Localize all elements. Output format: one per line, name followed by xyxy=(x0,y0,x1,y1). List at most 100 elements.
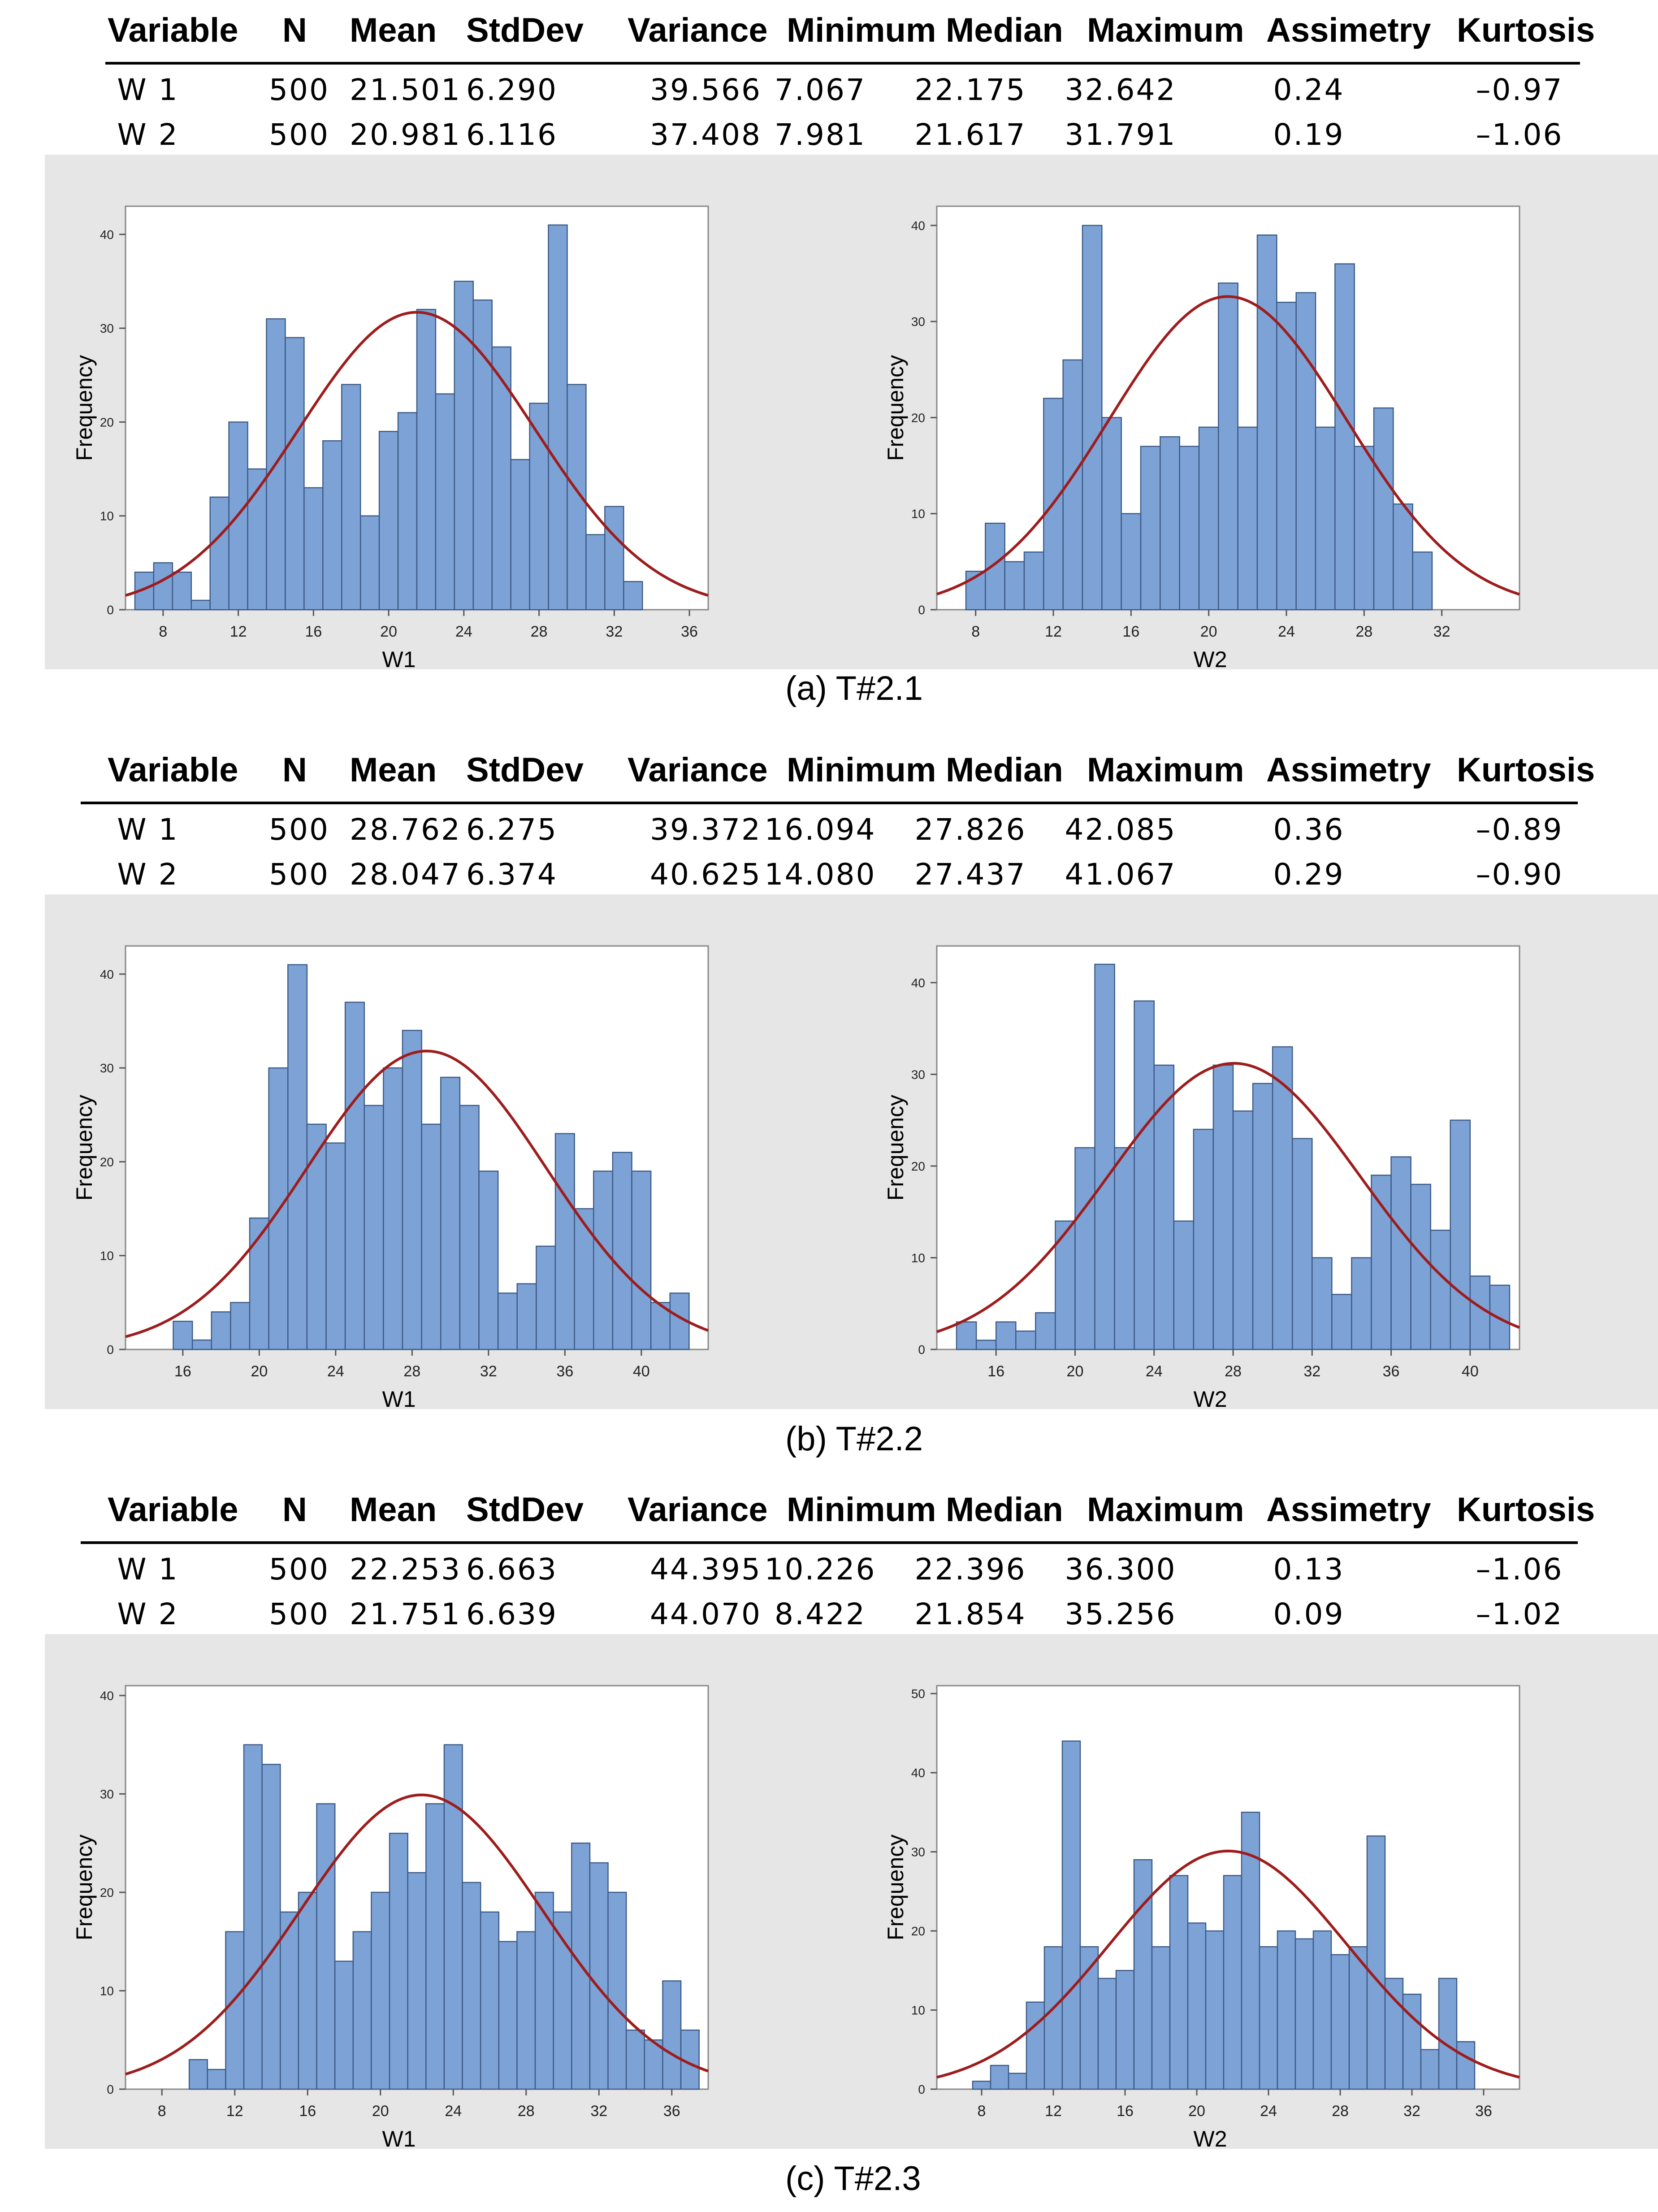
histogram-bar xyxy=(1237,426,1258,611)
histogram-bar xyxy=(462,1882,481,2090)
histogram-bar xyxy=(1179,446,1200,611)
table-cell: 41.067 xyxy=(1065,857,1177,892)
x-tick-label: 40 xyxy=(633,1363,650,1380)
histogram-bar xyxy=(536,1245,556,1350)
y-tick-label: 0 xyxy=(107,2082,114,2096)
table-cell: 28.047 xyxy=(350,857,461,892)
histogram-bar xyxy=(230,1302,251,1350)
histogram-bar xyxy=(1420,2049,1440,2090)
histogram-bar xyxy=(1198,426,1219,611)
histogram-bar xyxy=(1312,1930,1332,2090)
x-tick-label: 32 xyxy=(1403,2103,1420,2120)
histogram-bar xyxy=(985,522,1005,611)
histogram-bar xyxy=(383,1067,403,1350)
figure-caption: (c) T#2.3 xyxy=(785,2160,921,2198)
histogram-bar xyxy=(173,1320,193,1350)
histogram-bar xyxy=(1272,1046,1293,1350)
histogram-bar xyxy=(1074,1147,1095,1350)
table-header-variance: Variance xyxy=(628,11,768,49)
histogram-bar xyxy=(1115,1970,1135,2090)
table-cell: 6.290 xyxy=(466,73,558,107)
histogram-bar xyxy=(1187,1922,1207,2090)
histogram-bar xyxy=(1094,963,1115,1350)
y-tick-label: 0 xyxy=(918,603,925,617)
x-axis-label: W1 xyxy=(382,1387,416,1409)
y-tick-label: 30 xyxy=(911,1067,925,1081)
y-tick-label: 40 xyxy=(100,228,114,242)
x-tick-label: 12 xyxy=(1045,623,1062,640)
histogram-bar xyxy=(589,1862,609,2090)
histogram-bar xyxy=(491,346,511,611)
y-tick-label: 10 xyxy=(911,2004,925,2017)
normal-fit-curve xyxy=(936,1062,1520,1333)
table-cell: 42.085 xyxy=(1065,812,1177,847)
histogram-bar xyxy=(1291,1138,1313,1350)
histogram-bar xyxy=(1140,446,1161,611)
chart-panel-w1: 8 12 16 20 24 28 32 36 0 10 20 30 40 W1 Frequency xyxy=(45,155,859,669)
y-tick-label: 30 xyxy=(100,1061,114,1075)
table-cell: 6.275 xyxy=(466,812,558,847)
y-tick-label: 10 xyxy=(100,1984,114,1998)
histogram-bar xyxy=(225,1931,245,2090)
histogram-bar xyxy=(1008,2073,1027,2090)
y-axis-label: Frequency xyxy=(883,355,908,461)
x-tick-label: 16 xyxy=(1122,623,1139,640)
x-axis-label: W1 xyxy=(382,2126,416,2149)
histogram-chart: 8 12 16 20 24 28 32 36 0 10 20 30 40 W1 Frequency xyxy=(72,1685,709,2149)
histogram-bar xyxy=(472,299,493,611)
histogram-bar xyxy=(344,1002,365,1350)
histogram-bar xyxy=(1348,1946,1368,2090)
histogram-bar xyxy=(593,1171,614,1350)
x-tick-label: 36 xyxy=(1383,1363,1400,1380)
table-cell: 500 xyxy=(269,73,329,107)
histogram-bar xyxy=(352,1931,372,2090)
x-tick-label: 36 xyxy=(556,1363,573,1380)
x-tick-label: 32 xyxy=(1433,623,1450,640)
x-tick-label: 16 xyxy=(305,623,322,640)
histogram-bar xyxy=(1330,1954,1350,2090)
histogram-bar xyxy=(510,459,530,611)
table-cell: 0.24 xyxy=(1273,73,1345,107)
table-cell: 21.854 xyxy=(914,1597,1026,1631)
histogram-bar xyxy=(1232,1110,1254,1350)
table-cell: 35.256 xyxy=(1065,1597,1177,1631)
histogram-bar xyxy=(459,1105,480,1350)
histogram-bar xyxy=(443,1744,463,2090)
histogram-bar xyxy=(995,1321,1017,1350)
chart-panel-w2: 8 12 16 20 24 28 32 0 10 20 30 40 W2 Frequency xyxy=(856,155,1658,669)
histogram-bar xyxy=(1252,1083,1273,1350)
histogram-bar xyxy=(1173,1220,1195,1350)
histogram-bar xyxy=(359,515,380,611)
stats-table: Variable N Mean StdDev Variance Minimum Median… xyxy=(0,740,1658,892)
table-cell: 36.300 xyxy=(1065,1552,1177,1587)
y-axis-label: Frequency xyxy=(72,1095,97,1201)
histogram-chart: 8 12 16 20 24 28 32 36 0 10 20 30 40 W1 Frequency xyxy=(72,205,709,669)
y-tick-label: 0 xyxy=(918,2082,925,2096)
table-cell: 6.639 xyxy=(466,1597,558,1631)
y-tick-label: 20 xyxy=(911,1924,925,1938)
table-header-mean: Mean xyxy=(350,11,437,49)
histogram-bar xyxy=(1334,263,1355,611)
histogram-bar xyxy=(1450,1119,1471,1350)
table-cell: 10.226 xyxy=(764,1552,876,1587)
table-cell: 27.826 xyxy=(914,812,1026,847)
histogram-bar xyxy=(585,534,606,611)
table-cell: 37.408 xyxy=(650,117,762,152)
histogram-bar xyxy=(1121,513,1142,611)
histogram-bar xyxy=(1114,1147,1135,1350)
normal-fit-curve xyxy=(936,1849,1520,2079)
histogram-bar xyxy=(1023,551,1044,611)
histogram-bar xyxy=(1015,1330,1036,1350)
chart-panel-w2: 16 20 24 28 32 36 40 0 10 20 30 40 W2 Frequency xyxy=(856,894,1658,1409)
y-tick-label: 10 xyxy=(100,509,114,523)
x-tick-label: 24 xyxy=(327,1363,344,1380)
table-cell: 8.422 xyxy=(775,1597,866,1631)
histogram-bar xyxy=(1354,446,1375,611)
table-cell: –0.97 xyxy=(1476,73,1563,107)
histogram-bar xyxy=(425,1803,445,2090)
histogram-bar xyxy=(1223,1875,1242,2090)
y-tick-label: 0 xyxy=(107,1343,114,1357)
table-cell: 7.067 xyxy=(775,73,866,107)
table-header-n: N xyxy=(282,11,307,49)
x-tick-label: 32 xyxy=(1303,1363,1320,1380)
